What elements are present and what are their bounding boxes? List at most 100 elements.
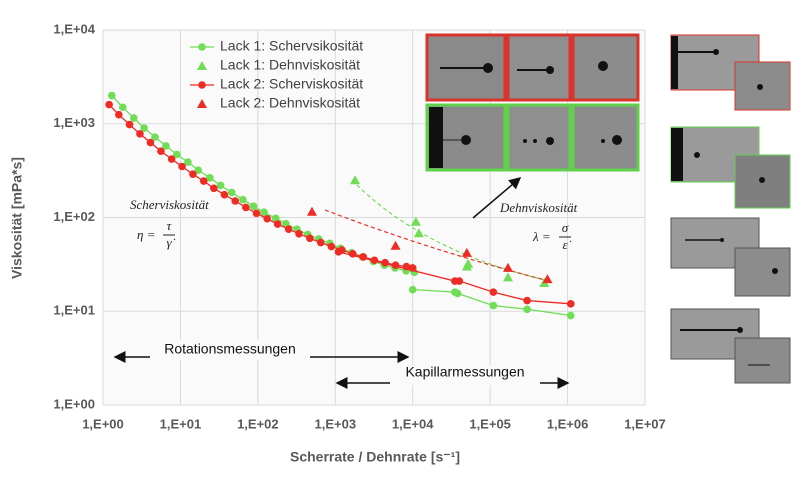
legend-marker xyxy=(198,43,206,51)
y-tick-label: 1,E+03 xyxy=(53,115,95,130)
legend-label: Lack 1: Dehnviskosität xyxy=(220,57,360,73)
triangle-marker xyxy=(542,274,553,284)
triangle-marker xyxy=(502,272,513,282)
formula: η = xyxy=(137,227,155,242)
side-panels xyxy=(670,34,791,384)
circle-marker xyxy=(231,197,240,205)
circle-marker xyxy=(210,184,218,193)
circle-marker xyxy=(381,258,389,267)
circle-marker xyxy=(189,170,197,178)
circle-marker xyxy=(242,203,250,212)
circle-marker xyxy=(249,202,258,210)
x-tick-label: 1,E+07 xyxy=(624,416,666,431)
formula: λ = xyxy=(532,229,551,244)
y-axis-title: Viskosität [mPa*s] xyxy=(9,157,25,279)
circle-marker xyxy=(173,150,181,159)
circle-marker xyxy=(306,234,314,243)
x-tick-label: 1,E+02 xyxy=(237,416,279,431)
circle-marker xyxy=(157,147,165,155)
triangle-marker xyxy=(463,258,474,268)
legend-label: Lack 2: Scherviskosität xyxy=(220,76,363,92)
circle-marker xyxy=(489,288,498,296)
circle-marker xyxy=(227,188,236,197)
trend-line xyxy=(324,209,546,281)
x-tick-label: 1,E+04 xyxy=(392,416,434,431)
annotation: Rotationsmessungen xyxy=(164,341,296,357)
circle-marker xyxy=(523,305,531,314)
y-tick-label: 1,E+02 xyxy=(53,209,95,224)
circle-marker xyxy=(408,264,417,272)
formula: σ xyxy=(562,220,569,235)
x-tick-label: 1,E+01 xyxy=(160,416,202,431)
circle-marker xyxy=(194,166,203,174)
circle-marker xyxy=(216,181,225,190)
formula: γ̇ xyxy=(166,235,175,250)
x-tick-label: 1,E+06 xyxy=(547,416,589,431)
circle-marker xyxy=(334,248,343,256)
triangle-marker xyxy=(390,240,401,250)
legend-label: Lack 2: Dehnviskosität xyxy=(220,95,360,111)
trend-line xyxy=(351,179,546,281)
circle-marker xyxy=(348,250,357,258)
annotation: Kapillarmessungen xyxy=(405,364,524,380)
triangle-marker xyxy=(350,175,361,185)
circle-marker xyxy=(453,289,462,298)
circle-marker xyxy=(455,277,464,285)
y-tick-label: 1,E+00 xyxy=(53,396,95,411)
circle-marker xyxy=(566,300,575,308)
legend-marker xyxy=(197,99,207,108)
annotation: Dehnviskosität xyxy=(499,200,578,215)
circle-marker xyxy=(370,256,379,265)
circle-marker xyxy=(327,242,336,251)
circle-marker xyxy=(260,208,268,216)
x-axis-title: Scherrate / Dehnrate [s⁻¹] xyxy=(290,449,460,465)
circle-marker xyxy=(391,261,400,269)
circle-marker xyxy=(523,296,531,305)
triangle-marker xyxy=(413,228,424,238)
circle-marker xyxy=(284,225,293,234)
circle-marker xyxy=(108,91,116,100)
circle-marker xyxy=(273,220,282,228)
circle-marker xyxy=(167,155,176,163)
arrow xyxy=(472,177,522,219)
label-bg xyxy=(150,340,310,360)
annotation: Scherviskosität xyxy=(130,197,209,212)
circle-marker xyxy=(359,253,368,261)
label-bg xyxy=(390,365,540,385)
circle-marker xyxy=(220,190,229,199)
circle-marker xyxy=(316,238,325,247)
circle-marker xyxy=(408,285,417,294)
circle-marker xyxy=(263,214,271,223)
y-tick-label: 1,E+01 xyxy=(53,303,95,318)
triangle-marker xyxy=(461,247,472,257)
circle-marker xyxy=(184,158,192,166)
circle-marker xyxy=(295,230,303,238)
legend-marker xyxy=(197,61,207,70)
circle-marker xyxy=(489,301,498,310)
circle-marker xyxy=(125,120,134,129)
x-tick-label: 1,E+03 xyxy=(314,416,356,431)
circle-marker xyxy=(115,110,123,119)
circle-marker xyxy=(199,177,208,185)
circle-marker xyxy=(118,103,127,112)
circle-marker xyxy=(146,138,155,147)
circle-marker xyxy=(271,214,280,223)
formula: ε̇ xyxy=(562,237,571,252)
circle-marker xyxy=(239,195,247,204)
circle-marker xyxy=(162,142,170,150)
circle-marker xyxy=(178,162,186,171)
triangle-marker xyxy=(306,206,317,216)
circle-marker xyxy=(136,130,144,138)
image-strip xyxy=(425,33,640,172)
legend-label: Lack 1: Schervsikosität xyxy=(220,38,363,54)
y-tick-label: 1,E+04 xyxy=(53,21,95,36)
circle-marker xyxy=(151,133,159,141)
x-tick-label: 1,E+05 xyxy=(469,416,511,431)
circle-marker xyxy=(140,124,148,132)
circle-marker xyxy=(105,100,113,109)
circle-marker xyxy=(206,174,214,182)
legend-marker xyxy=(198,81,206,89)
formula: τ xyxy=(167,218,173,233)
x-tick-label: 1,E+00 xyxy=(82,416,124,431)
